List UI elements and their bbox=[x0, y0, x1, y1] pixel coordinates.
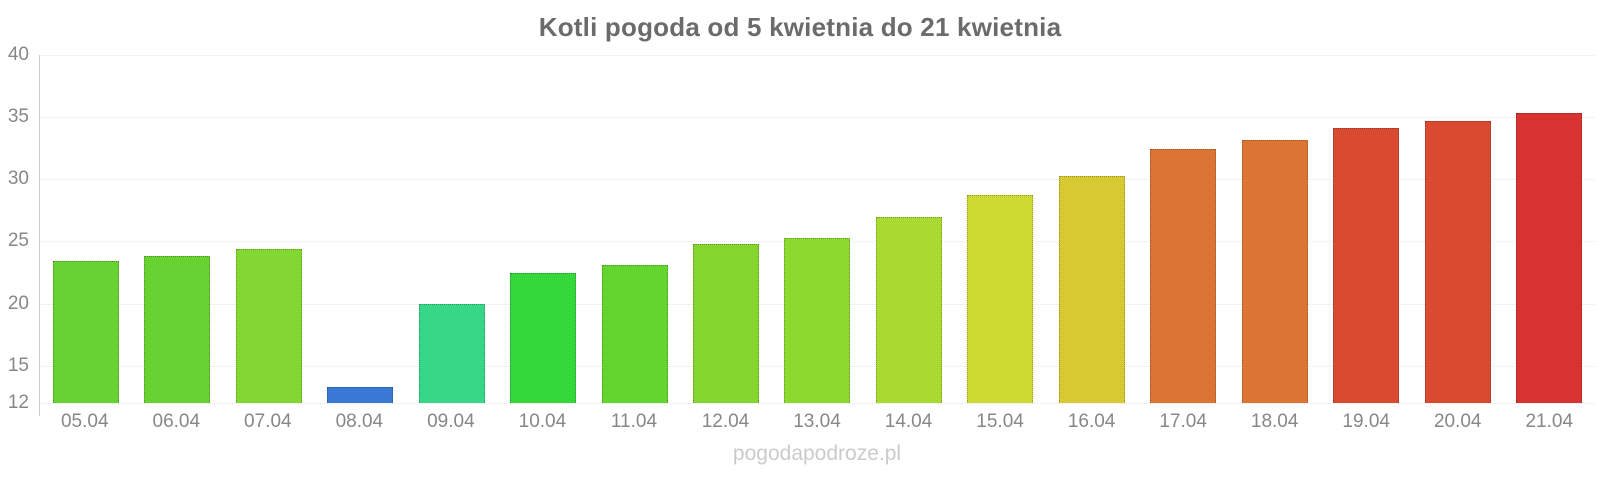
y-tick-label-12: 12 bbox=[7, 392, 29, 413]
bar-slot-17.04 bbox=[1138, 55, 1229, 403]
y-tick-label-40: 40 bbox=[7, 44, 29, 65]
bar-08.04 bbox=[327, 386, 394, 403]
x-tick-label-05.04: 05.04 bbox=[60, 411, 109, 432]
bar-slot-16.04 bbox=[1046, 55, 1137, 403]
x-axis-labels: 05.04 06.04 07.04 08.04 09.04 10.04 11.04 12.04… bbox=[39, 411, 1595, 433]
bar-19.04 bbox=[1333, 128, 1400, 403]
bar-slot-06.04 bbox=[131, 55, 222, 403]
x-tick-label-10.04: 10.04 bbox=[518, 411, 567, 432]
x-tick-label-12.04: 12.04 bbox=[701, 411, 750, 432]
bar-slot-13.04 bbox=[772, 55, 863, 403]
gridline-35 bbox=[40, 117, 1595, 119]
bar-slot-20.04 bbox=[1412, 55, 1503, 403]
x-tick-label-19.04: 19.04 bbox=[1342, 411, 1390, 432]
x-tick-label-14.04: 14.04 bbox=[884, 411, 933, 432]
bar-20.04 bbox=[1424, 120, 1491, 403]
bar-slot-19.04 bbox=[1321, 55, 1412, 403]
y-tick-label-30: 30 bbox=[7, 168, 29, 190]
bar-21.04 bbox=[1516, 113, 1583, 403]
x-tick-label-17.04: 17.04 bbox=[1159, 411, 1207, 432]
bar-10.04 bbox=[510, 272, 577, 403]
x-tick-label-15.04: 15.04 bbox=[976, 411, 1024, 432]
x-tick-label-06.04: 06.04 bbox=[152, 411, 201, 432]
x-tick-label-13.04: 13.04 bbox=[793, 411, 841, 432]
bar-slot-15.04 bbox=[955, 55, 1046, 403]
plot-area bbox=[39, 55, 1595, 416]
bar-17.04 bbox=[1150, 149, 1217, 403]
chart-title: Kotli pogoda od 5 kwietnia do 21 kwietni… bbox=[538, 12, 1062, 42]
y-axis-line bbox=[39, 55, 40, 416]
bar-slot-14.04 bbox=[863, 55, 954, 403]
bar-slot-11.04 bbox=[589, 55, 680, 403]
bar-slot-09.04 bbox=[406, 55, 497, 403]
bar-09.04 bbox=[418, 303, 485, 403]
bar-07.04 bbox=[235, 248, 302, 403]
x-tick-label-16.04: 16.04 bbox=[1067, 411, 1116, 432]
y-tick-label-25: 25 bbox=[7, 230, 29, 252]
bar-slot-10.04 bbox=[497, 55, 588, 403]
x-tick-label-08.04: 08.04 bbox=[335, 411, 384, 432]
x-tick-label-18.04: 18.04 bbox=[1250, 411, 1299, 432]
x-tick-label-21.04: 21.04 bbox=[1525, 411, 1574, 432]
x-tick-label-07.04: 07.04 bbox=[244, 411, 292, 432]
gridline-12 bbox=[40, 403, 1595, 404]
x-tick-label-20.04: 20.04 bbox=[1433, 411, 1482, 432]
gridline-30 bbox=[40, 179, 1595, 181]
bar-15.04 bbox=[967, 195, 1034, 403]
bar-slot-05.04 bbox=[40, 55, 131, 403]
bar-slot-21.04 bbox=[1504, 55, 1595, 403]
x-tick-label-09.04: 09.04 bbox=[427, 411, 475, 432]
bar-slot-08.04 bbox=[314, 55, 405, 403]
y-axis-labels: 40 35 30 25 20 15 12 bbox=[0, 44, 29, 413]
bar-16.04 bbox=[1058, 175, 1125, 403]
bar-18.04 bbox=[1241, 139, 1308, 403]
watermark: pogodapodroze.pl bbox=[732, 442, 902, 465]
bar-12.04 bbox=[693, 243, 760, 403]
bar-11.04 bbox=[601, 265, 668, 403]
bars-container bbox=[40, 55, 1595, 403]
y-tick-label-35: 35 bbox=[7, 106, 29, 128]
y-tick-label-15: 15 bbox=[7, 354, 29, 376]
x-tick-label-11.04: 11.04 bbox=[610, 411, 658, 432]
bar-slot-07.04 bbox=[223, 55, 314, 403]
gridline-40 bbox=[40, 55, 1595, 56]
bar-05.04 bbox=[52, 261, 119, 403]
y-tick-label-20: 20 bbox=[7, 292, 29, 314]
bar-slot-18.04 bbox=[1229, 55, 1320, 403]
bar-14.04 bbox=[875, 216, 942, 403]
bar-06.04 bbox=[144, 256, 211, 403]
bar-slot-12.04 bbox=[680, 55, 771, 403]
bar-13.04 bbox=[784, 237, 851, 403]
